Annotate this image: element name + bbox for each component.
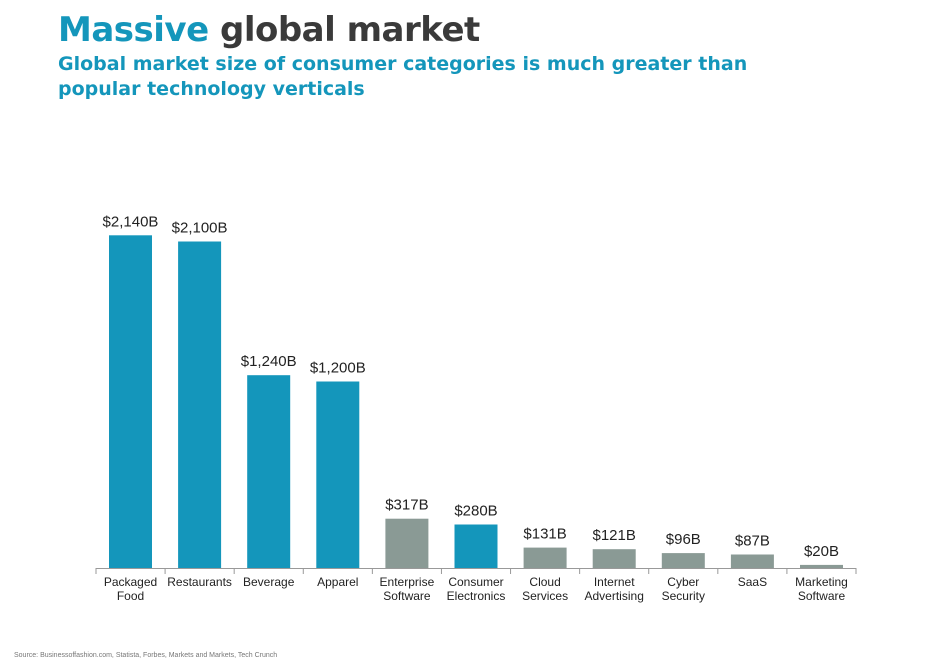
value-label: $1,240B [241,353,297,370]
category-label-line: Advertising [585,589,644,603]
category-label-line: Software [798,589,846,603]
category-label: Cloud Services [522,575,568,603]
title-accent: Massive [58,10,209,50]
value-label: $2,100B [172,220,228,237]
category-label-line: Services [522,589,568,603]
title-rest: global market [208,10,480,50]
category-label: Enterprise Software [380,575,435,603]
bar [523,547,567,568]
category-label-line: Beverage [243,575,295,589]
category-label: Marketing Software [795,575,848,603]
category-label-line: Cloud [529,575,560,589]
category-label: Apparel [317,575,358,589]
category-label-line: Marketing [795,575,848,589]
category-label-line: Enterprise [380,575,435,589]
slide-title: Massive global market [58,8,480,52]
value-label: $20B [804,543,839,560]
bar [800,564,843,568]
bar [109,235,152,569]
category-label-line: Software [383,589,431,603]
value-label: $96B [666,531,701,548]
value-label: $1,200B [310,360,366,377]
category-label-line: Cyber [667,575,699,589]
category-label: Beverage [243,575,295,589]
bar [730,554,774,568]
bar [385,518,429,568]
bar [178,241,222,568]
bar [316,381,360,568]
x-ticks-group [95,568,857,574]
value-label: $317B [385,497,428,514]
category-label: Restaurants [167,575,232,589]
slide-subtitle: Global market size of consumer categorie… [58,53,748,100]
category-label: SaaS [738,575,767,589]
value-label: $131B [523,526,566,543]
category-label: Packaged Food [104,575,157,603]
category-label-line: Consumer [448,575,503,589]
bar [592,549,636,568]
category-label: Consumer Electronics [447,575,506,603]
bar [247,375,291,568]
value-label: $121B [593,527,636,544]
bar [454,524,498,568]
bars-group [109,235,843,569]
category-labels-group: Packaged Food Restaurants Beverage Apparel En… [104,575,848,603]
category-label: Cyber Security [662,575,705,603]
value-label: $87B [735,533,770,550]
category-label-line: Food [117,589,144,603]
category-label: Internet Advertising [585,575,644,603]
category-label-line: Apparel [317,575,358,589]
category-label-line: Security [662,589,705,603]
value-labels-group: $2,140B $2,100B $1,240B $1,200B $317B $280B $1… [103,213,839,560]
category-label-line: Packaged [104,575,157,589]
category-label-line: SaaS [738,575,767,589]
source-note: Source: Businessoffashion.com, Statista,… [14,652,278,659]
bar [661,553,705,568]
category-label-line: Electronics [447,589,506,603]
category-label-line: Internet [594,575,635,589]
category-label-line: Restaurants [167,575,232,589]
value-label: $2,140B [103,213,159,230]
value-label: $280B [454,503,497,520]
